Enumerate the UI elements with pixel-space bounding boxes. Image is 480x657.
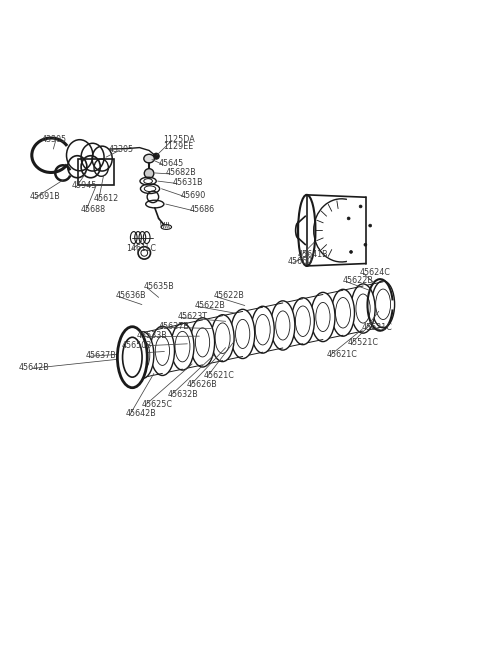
Text: 45631B: 45631B xyxy=(173,178,204,187)
Ellipse shape xyxy=(135,340,150,371)
Ellipse shape xyxy=(255,315,270,345)
Text: 43305: 43305 xyxy=(41,135,67,144)
Ellipse shape xyxy=(372,281,395,328)
Text: 45622B: 45622B xyxy=(194,301,226,310)
Text: 45623T: 45623T xyxy=(178,312,208,321)
Ellipse shape xyxy=(118,327,147,388)
Text: 45645: 45645 xyxy=(158,159,184,168)
Ellipse shape xyxy=(211,315,234,361)
Text: 45686: 45686 xyxy=(190,205,215,214)
Ellipse shape xyxy=(311,292,335,342)
Ellipse shape xyxy=(230,309,255,359)
Text: 45621C: 45621C xyxy=(362,323,393,332)
Ellipse shape xyxy=(175,331,190,362)
Circle shape xyxy=(154,153,159,159)
Text: 45624C: 45624C xyxy=(360,268,391,277)
Circle shape xyxy=(144,169,154,178)
Circle shape xyxy=(369,224,372,227)
Text: 45642B: 45642B xyxy=(19,363,49,373)
Text: 45635B: 45635B xyxy=(144,283,174,291)
Bar xyxy=(78,158,114,185)
Circle shape xyxy=(359,205,362,208)
Text: 45621C: 45621C xyxy=(204,371,235,380)
Ellipse shape xyxy=(215,323,230,353)
Ellipse shape xyxy=(251,306,274,353)
Text: 1125DA: 1125DA xyxy=(163,135,195,144)
Ellipse shape xyxy=(356,294,370,323)
Text: 45688: 45688 xyxy=(81,205,106,214)
Text: 45641B: 45641B xyxy=(298,250,328,259)
Circle shape xyxy=(364,243,367,246)
Text: 45612: 45612 xyxy=(94,194,119,203)
Text: 45642B: 45642B xyxy=(126,409,157,419)
Text: 45622B: 45622B xyxy=(343,276,374,285)
Ellipse shape xyxy=(291,298,314,345)
Ellipse shape xyxy=(276,311,290,340)
Text: 45621C: 45621C xyxy=(326,350,357,359)
Ellipse shape xyxy=(191,318,215,367)
Text: 1129EE: 1129EE xyxy=(163,142,193,151)
Ellipse shape xyxy=(171,323,194,370)
Text: 45636B: 45636B xyxy=(116,292,146,300)
Text: 456503: 456503 xyxy=(122,341,152,350)
Ellipse shape xyxy=(295,306,311,336)
Text: 45632B: 45632B xyxy=(167,390,198,399)
Ellipse shape xyxy=(336,298,350,328)
Ellipse shape xyxy=(316,302,330,332)
Text: 43305: 43305 xyxy=(108,145,133,154)
Ellipse shape xyxy=(332,289,355,336)
Circle shape xyxy=(349,250,352,254)
Text: 45625C: 45625C xyxy=(142,399,173,409)
Ellipse shape xyxy=(195,328,210,357)
Ellipse shape xyxy=(144,154,155,163)
Text: 45691B: 45691B xyxy=(29,193,60,202)
Text: 45622B: 45622B xyxy=(214,292,244,300)
Ellipse shape xyxy=(150,327,174,376)
Circle shape xyxy=(347,217,350,220)
Ellipse shape xyxy=(131,332,154,378)
Text: 45682B: 45682B xyxy=(166,168,197,177)
Ellipse shape xyxy=(271,301,295,350)
Text: 45660: 45660 xyxy=(288,257,313,266)
Text: 1461LC: 1461LC xyxy=(127,244,156,252)
Text: 45521C: 45521C xyxy=(348,338,379,348)
Text: 45637B: 45637B xyxy=(86,351,117,360)
Ellipse shape xyxy=(351,284,375,333)
Ellipse shape xyxy=(376,289,391,319)
Text: 45627B: 45627B xyxy=(158,322,190,330)
Text: 45533B: 45533B xyxy=(137,331,168,340)
Ellipse shape xyxy=(122,337,142,377)
Ellipse shape xyxy=(156,336,169,365)
Text: 45626B: 45626B xyxy=(186,380,217,390)
Text: 45690: 45690 xyxy=(180,191,205,200)
Text: 45945: 45945 xyxy=(72,181,97,191)
Ellipse shape xyxy=(236,319,250,348)
